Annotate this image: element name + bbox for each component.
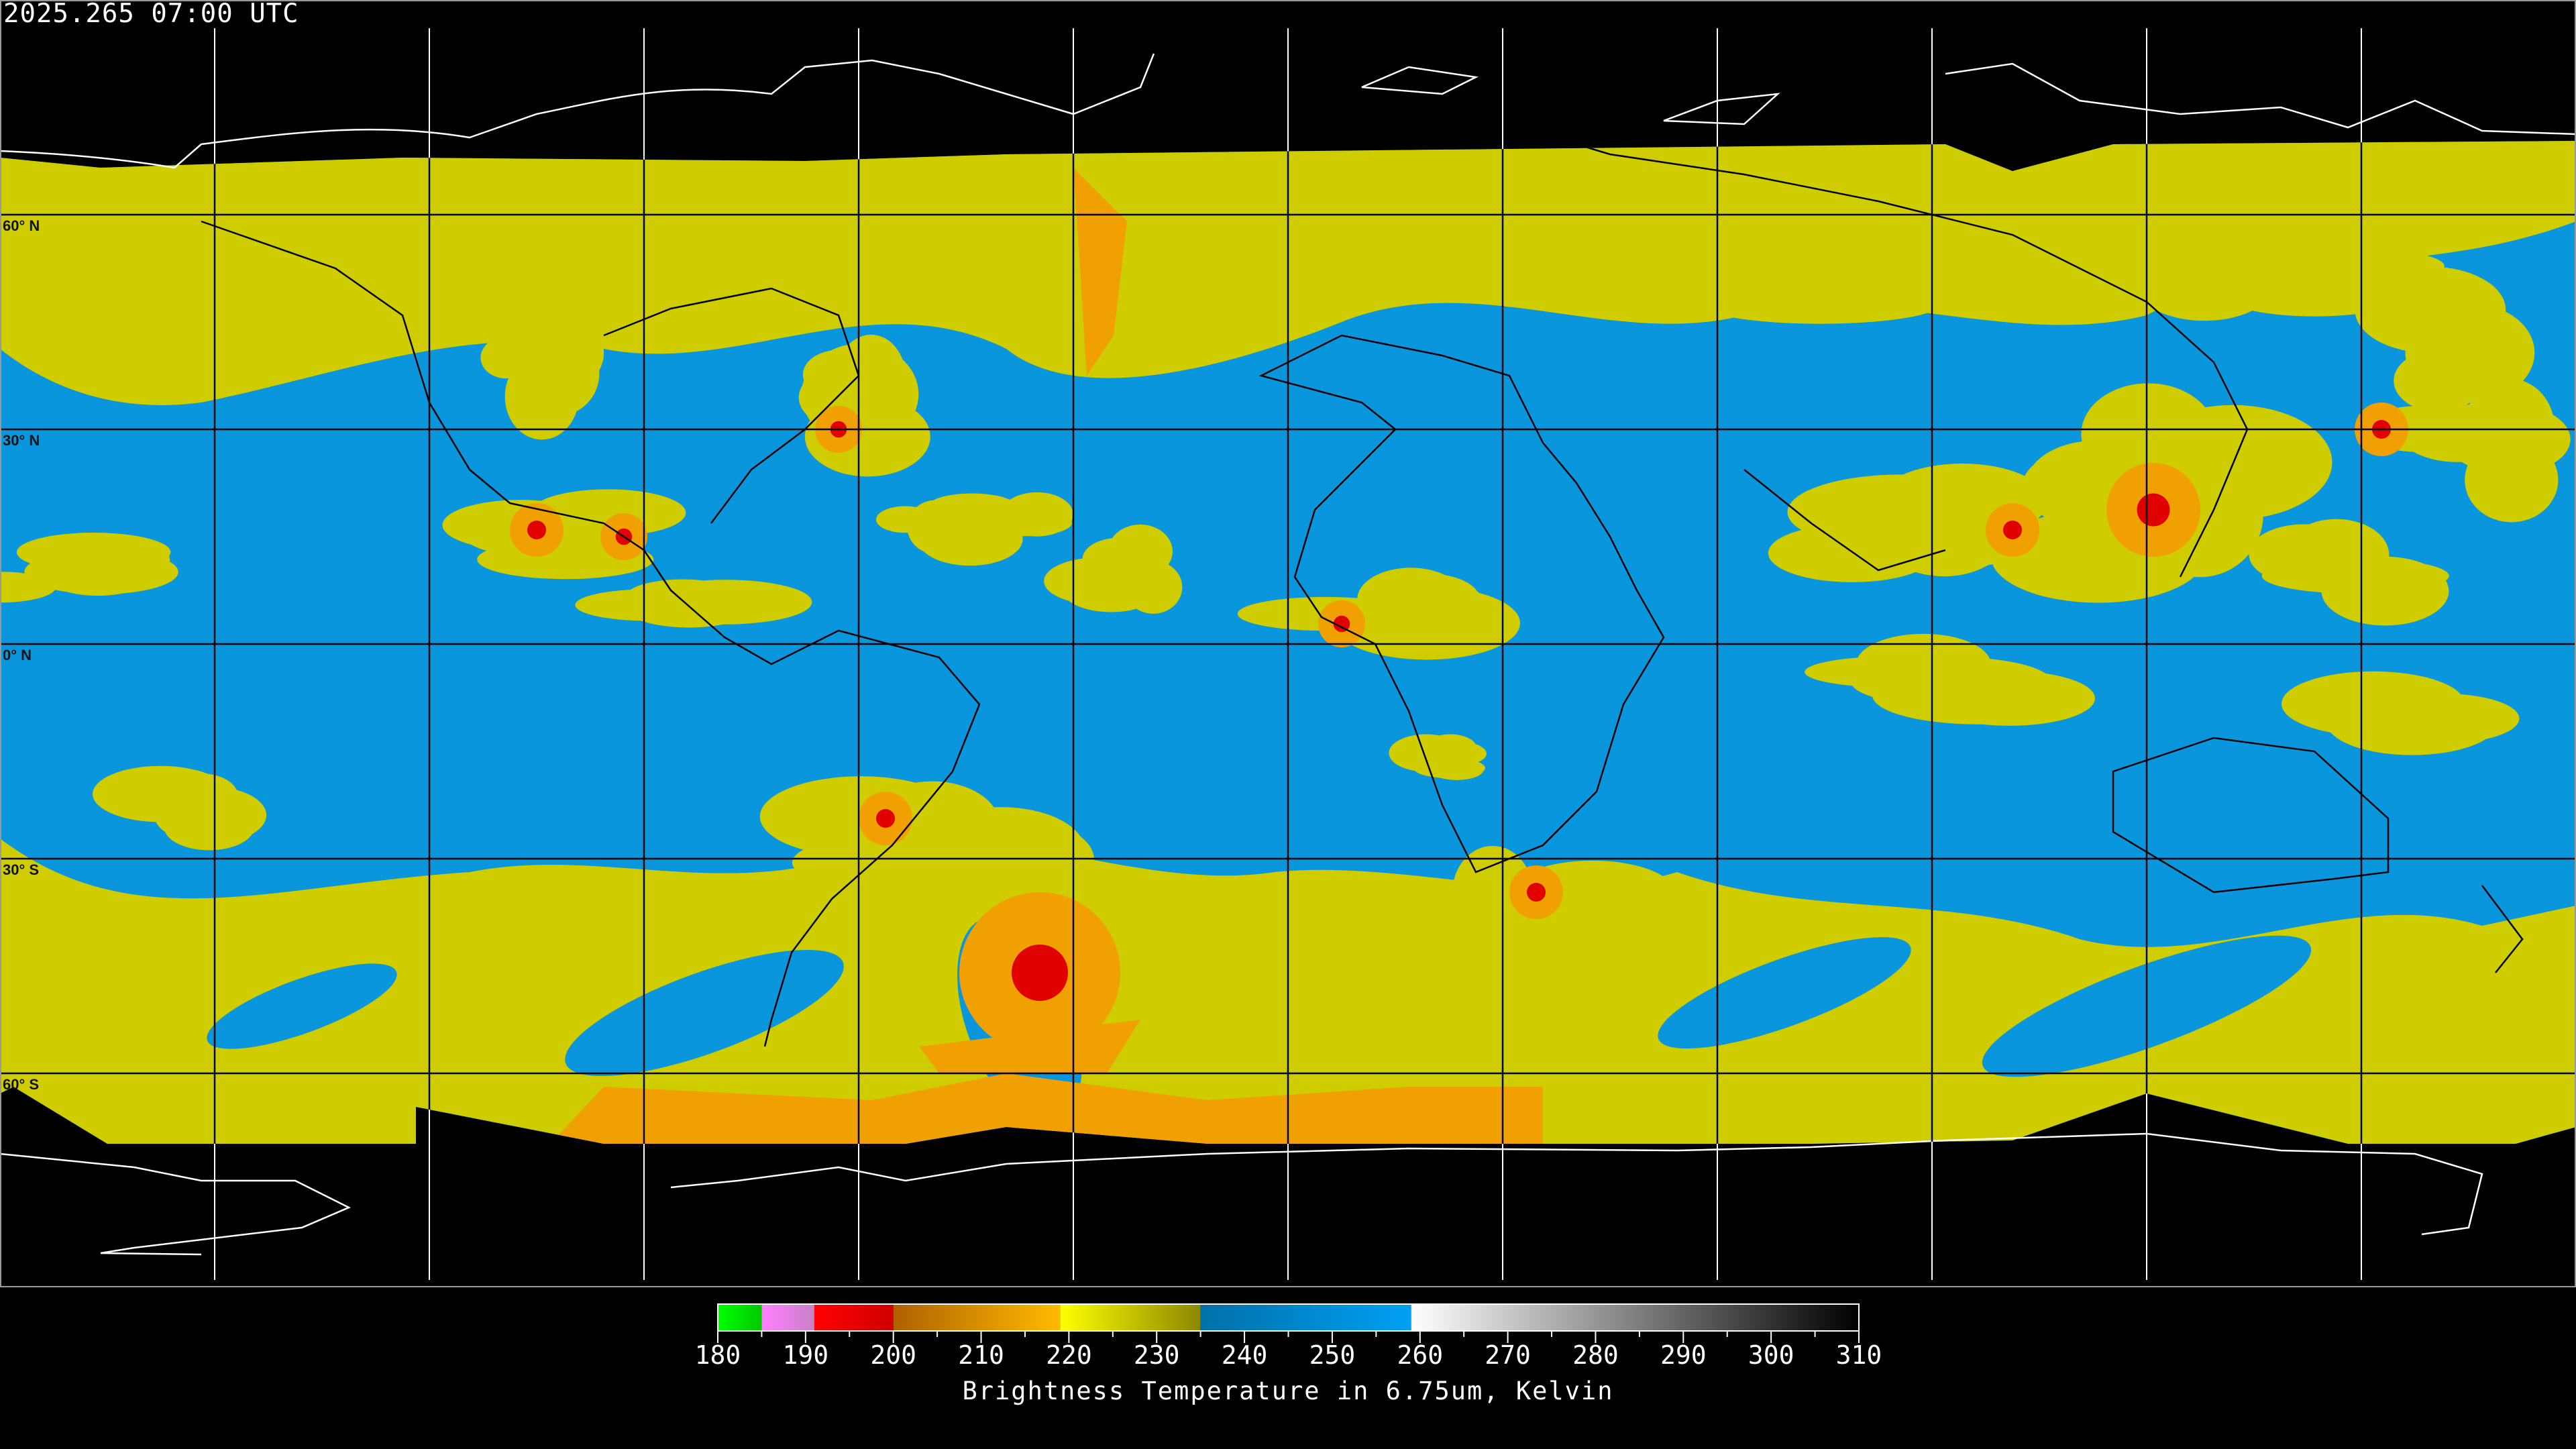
- lat-label-30s: 30° S: [3, 861, 40, 878]
- deep-convection-core: [876, 809, 895, 828]
- moisture-patch: [1446, 933, 1613, 979]
- lat-label-60s: 60° S: [3, 1076, 40, 1093]
- lat-label-60n: 60° N: [3, 217, 40, 234]
- moisture-patch: [1925, 467, 2033, 517]
- moisture-patch: [1801, 236, 1925, 280]
- colorbar-tick-label: 300: [1748, 1340, 1794, 1370]
- colorbar-segment: [1200, 1304, 1411, 1331]
- moisture-patch: [1851, 657, 2051, 706]
- deep-convection-core: [1012, 945, 1068, 1001]
- map-frame: [0, 0, 2576, 1287]
- moisture-patch: [1699, 283, 1941, 324]
- moisture-patch: [1430, 759, 1484, 780]
- colorbar-tick-label: 290: [1660, 1340, 1707, 1370]
- deep-convection-core: [1527, 883, 1546, 902]
- colorbar-segment: [1060, 1304, 1201, 1331]
- lat-label-0n: 0° N: [3, 647, 32, 663]
- lat-label-30n: 30° N: [3, 432, 40, 449]
- colorbar: 180 190 200 210 220 230 240 250 260 270 280 290 300 3…: [695, 1303, 1882, 1370]
- colorbar-tick-label: 220: [1046, 1340, 1092, 1370]
- colorbar-tick-label: 250: [1309, 1340, 1356, 1370]
- colorbar-tick-label: 200: [870, 1340, 916, 1370]
- colorbar-segment: [761, 1304, 814, 1331]
- moisture-patch: [93, 765, 229, 822]
- deep-convection-core: [1333, 615, 1350, 633]
- colorbar-tick-label: 280: [1572, 1340, 1619, 1370]
- antarctic-cold-region: [550, 1073, 1543, 1144]
- moisture-patch: [951, 500, 1000, 545]
- colorbar-segment: [718, 1304, 762, 1331]
- colorbar-segment: [893, 1304, 1061, 1331]
- colorbar-tick-label: 240: [1222, 1340, 1268, 1370]
- moisture-patch: [1000, 492, 1073, 537]
- moisture-patch: [2405, 303, 2535, 402]
- moisture-patch: [2209, 241, 2416, 311]
- colorbar-title: Brightness Temperature in 6.75um, Kelvin: [962, 1377, 1614, 1405]
- cold-cloud-top: [919, 1020, 1140, 1073]
- moisture-patch: [1452, 845, 1534, 940]
- moisture-patch: [2321, 556, 2449, 626]
- moisture-patch: [624, 579, 741, 616]
- moisture-patch: [2463, 378, 2555, 478]
- moisture-patch: [1423, 734, 1477, 763]
- timestamp-label: 2025.265 07:00 UTC: [3, 0, 299, 29]
- colorbar-tick-label: 210: [958, 1340, 1004, 1370]
- deep-convection-core: [2003, 521, 2022, 539]
- colorbar-tick-label: 180: [695, 1340, 741, 1370]
- colorbar-segment: [814, 1304, 894, 1331]
- cold-cloud-top: [1073, 168, 1127, 376]
- moisture-patch: [1534, 869, 1684, 939]
- coastlines-outside-data: [0, 53, 2576, 1256]
- moisture-patch: [891, 813, 1095, 906]
- water-vapor-map: [0, 0, 2576, 1288]
- colorbar-outline: [717, 1303, 1860, 1332]
- colorbar-tick-label: 270: [1485, 1340, 1531, 1370]
- colorbar-tick-label: 190: [783, 1340, 829, 1370]
- moisture-patch: [2282, 671, 2465, 737]
- deep-convection-core: [2137, 493, 2170, 527]
- colorbar-segment: [1411, 1304, 1859, 1331]
- moisture-patch: [504, 354, 579, 440]
- coastlines-on-data: [201, 141, 2524, 1047]
- colorbar-tick-label: 230: [1134, 1340, 1180, 1370]
- moisture-patch: [2081, 383, 2216, 485]
- moisture-patch: [16, 533, 171, 572]
- colorbar-tick-label: 260: [1397, 1340, 1443, 1370]
- moisture-patch: [1368, 577, 1487, 637]
- deep-convection-core: [527, 521, 546, 539]
- colorbar-tick-label: 310: [1836, 1340, 1882, 1370]
- moisture-patch: [802, 350, 873, 399]
- moisture-patch: [1108, 524, 1173, 579]
